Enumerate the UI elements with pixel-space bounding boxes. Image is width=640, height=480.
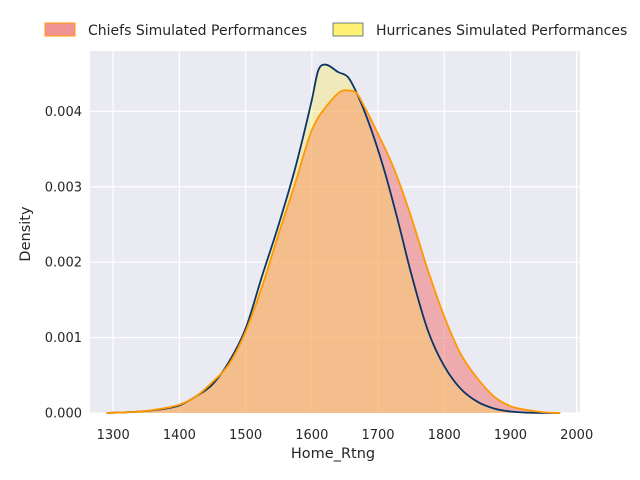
legend-swatch-hurricanes <box>332 22 364 37</box>
y-tick-label: 0.001 <box>45 331 82 346</box>
x-tick-label: 1900 <box>494 428 527 443</box>
x-tick-label: 2000 <box>560 428 593 443</box>
density-area-series-1 <box>106 64 561 413</box>
legend-label-chiefs: Chiefs Simulated Performances <box>88 23 307 39</box>
y-tick-label: 0.004 <box>45 105 82 120</box>
y-tick-labels: 0.000 0.001 0.002 0.003 0.004 <box>45 105 82 422</box>
y-axis-label: Density <box>18 206 34 262</box>
density-area-series-0 <box>106 90 561 413</box>
density-line-series-1 <box>106 63 561 414</box>
legend-swatch-chiefs <box>44 22 76 37</box>
density-line-series-0 <box>106 89 561 414</box>
y-tick-label: 0.002 <box>45 256 82 271</box>
series-lines <box>106 63 561 414</box>
x-tick-label: 1300 <box>97 428 130 443</box>
x-tick-label: 1800 <box>428 428 461 443</box>
x-tick-label: 1400 <box>163 428 196 443</box>
x-tick-labels: 1300 1400 1500 1600 1700 1800 1900 2000 <box>97 428 594 443</box>
legend-label-hurricanes: Hurricanes Simulated Performances <box>376 23 627 39</box>
legend: Chiefs Simulated Performances Hurricanes… <box>44 22 627 39</box>
x-tick-label: 1500 <box>229 428 262 443</box>
x-tick-label: 1600 <box>295 428 328 443</box>
y-tick-label: 0.003 <box>45 180 82 195</box>
series-fills <box>106 64 561 413</box>
x-axis-label: Home_Rtng <box>291 446 375 462</box>
y-tick-label: 0.000 <box>45 407 82 422</box>
x-tick-label: 1700 <box>361 428 394 443</box>
